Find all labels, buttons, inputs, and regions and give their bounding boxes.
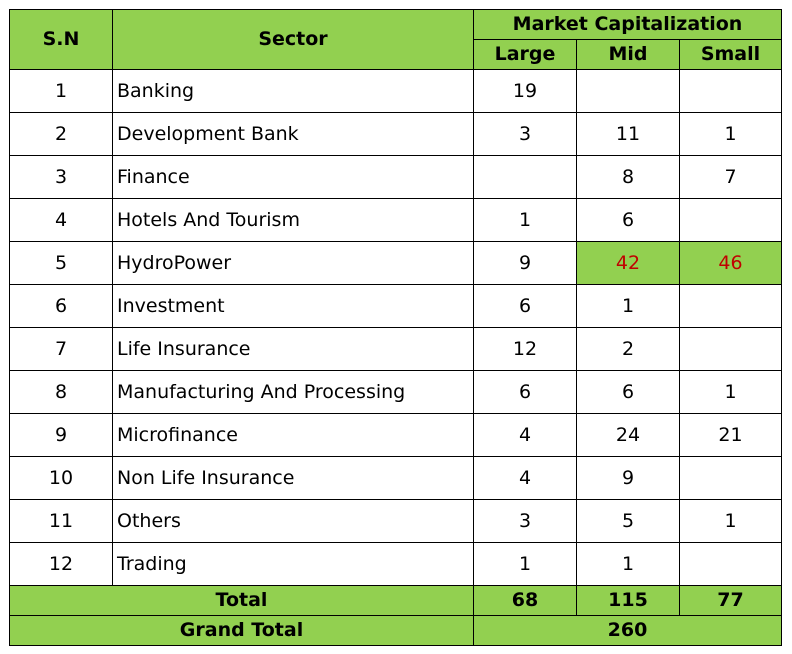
header-sector: Sector: [112, 9, 474, 70]
table-row: 11 Others 3 5 1: [9, 499, 782, 543]
cell-small: [679, 69, 782, 113]
table-row: 10 Non Life Insurance 4 9: [9, 456, 782, 500]
cell-sector: Manufacturing And Processing: [112, 370, 474, 414]
cell-sector: Life Insurance: [112, 327, 474, 371]
table-row: 9 Microfinance 4 24 21: [9, 413, 782, 457]
cell-sector: Non Life Insurance: [112, 456, 474, 500]
cell-large: 1: [473, 542, 577, 586]
cell-small: 21: [679, 413, 782, 457]
header-market-capitalization: Market Capitalization: [473, 9, 782, 40]
total-label: Total: [9, 585, 474, 616]
total-mid: 115: [576, 585, 680, 616]
cell-sn: 1: [9, 69, 113, 113]
cell-sector: Trading: [112, 542, 474, 586]
cell-mid: 2: [576, 327, 680, 371]
cell-small: [679, 456, 782, 500]
cell-sector: Development Bank: [112, 112, 474, 156]
total-large: 68: [473, 585, 577, 616]
cell-small: 1: [679, 370, 782, 414]
cell-large: 3: [473, 112, 577, 156]
cell-large: 4: [473, 413, 577, 457]
cell-sn: 12: [9, 542, 113, 586]
cell-small: 1: [679, 499, 782, 543]
table-row: 7 Life Insurance 12 2: [9, 327, 782, 371]
cell-sn: 7: [9, 327, 113, 371]
grand-total-row: Grand Total 260: [9, 615, 782, 646]
cell-mid: 9: [576, 456, 680, 500]
cell-sn: 10: [9, 456, 113, 500]
header-row-1: S.N Sector Market Capitalization: [9, 9, 782, 70]
cell-mid: 1: [576, 542, 680, 586]
table-row: 2 Development Bank 3 11 1: [9, 112, 782, 156]
cell-sn: 9: [9, 413, 113, 457]
cell-sector: Hotels And Tourism: [112, 198, 474, 242]
market-cap-table-container: S.N Sector Market Capitalization Large M…: [9, 9, 782, 646]
table-row: 8 Manufacturing And Processing 6 6 1: [9, 370, 782, 414]
cell-sector: Microfinance: [112, 413, 474, 457]
cell-small: 7: [679, 155, 782, 199]
cell-sn: 5: [9, 241, 113, 285]
header-sn: S.N: [9, 9, 113, 70]
cell-large: 6: [473, 284, 577, 328]
total-small: 77: [679, 585, 782, 616]
cell-mid: 5: [576, 499, 680, 543]
table-row: 5 HydroPower 9 42 46: [9, 241, 782, 285]
table-row: 6 Investment 6 1: [9, 284, 782, 328]
cell-small: 1: [679, 112, 782, 156]
cell-small: [679, 542, 782, 586]
cell-large: [473, 155, 577, 199]
cell-sector: Banking: [112, 69, 474, 113]
cell-small-highlighted: 46: [679, 241, 782, 285]
cell-mid: [576, 69, 680, 113]
cell-mid: 6: [576, 370, 680, 414]
cell-sn: 2: [9, 112, 113, 156]
cell-large: 6: [473, 370, 577, 414]
cell-mid: 6: [576, 198, 680, 242]
cell-sector: Investment: [112, 284, 474, 328]
table-row: 4 Hotels And Tourism 1 6: [9, 198, 782, 242]
cell-large: 9: [473, 241, 577, 285]
cell-sector: HydroPower: [112, 241, 474, 285]
cell-small: [679, 198, 782, 242]
cell-mid: 24: [576, 413, 680, 457]
market-cap-table: S.N Sector Market Capitalization Large M…: [9, 9, 782, 646]
cell-sn: 6: [9, 284, 113, 328]
grand-total-label: Grand Total: [9, 615, 474, 646]
cell-sn: 8: [9, 370, 113, 414]
cell-sector: Finance: [112, 155, 474, 199]
cell-sn: 3: [9, 155, 113, 199]
cell-mid: 8: [576, 155, 680, 199]
cell-mid: 11: [576, 112, 680, 156]
header-small: Small: [679, 39, 782, 70]
table-row: 1 Banking 19: [9, 69, 782, 113]
cell-large: 19: [473, 69, 577, 113]
cell-mid-highlighted: 42: [576, 241, 680, 285]
cell-small: [679, 327, 782, 371]
cell-sector: Others: [112, 499, 474, 543]
cell-sn: 4: [9, 198, 113, 242]
header-mid: Mid: [576, 39, 680, 70]
cell-small: [679, 284, 782, 328]
cell-large: 4: [473, 456, 577, 500]
cell-large: 1: [473, 198, 577, 242]
grand-total-value: 260: [473, 615, 782, 646]
header-large: Large: [473, 39, 577, 70]
table-row: 12 Trading 1 1: [9, 542, 782, 586]
cell-large: 12: [473, 327, 577, 371]
cell-large: 3: [473, 499, 577, 543]
cell-sn: 11: [9, 499, 113, 543]
table-row: 3 Finance 8 7: [9, 155, 782, 199]
cell-mid: 1: [576, 284, 680, 328]
header-row-2: Large Mid Small: [10, 39, 782, 70]
total-row: Total 68 115 77: [9, 585, 782, 616]
